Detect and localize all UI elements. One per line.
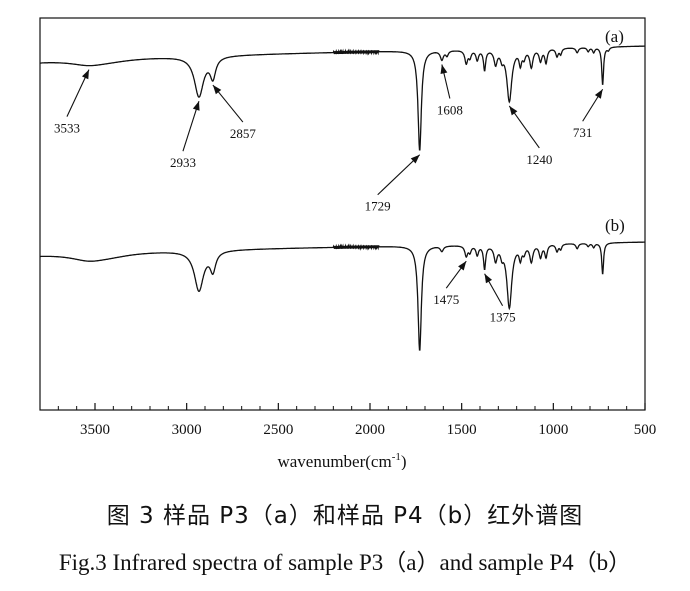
x-axis-label-main: wavenumber(cm xyxy=(277,452,391,470)
annotation-arrow-1729 xyxy=(377,154,421,196)
annotation-arrowhead-2857 xyxy=(212,85,222,95)
x-axis-label: wavenumber(cm-1) xyxy=(277,451,406,470)
x-tick-label-1500: 1500 xyxy=(447,422,477,438)
series-label-b: (b) xyxy=(605,216,625,235)
figure-caption-chinese: 图 3 样品 P3（a）和样品 P4（b）红外谱图 xyxy=(106,503,584,529)
x-tick-label-3500: 3500 xyxy=(80,422,110,438)
annotation-arrowhead-731 xyxy=(594,89,603,99)
x-tick-label-500: 500 xyxy=(634,422,657,438)
x-tick-label-1000: 1000 xyxy=(538,422,568,438)
annotation-label-1729: 1729 xyxy=(365,199,391,214)
annotation-label-1608: 1608 xyxy=(437,102,463,117)
x-tick-label-2000: 2000 xyxy=(355,422,385,438)
annotation-arrowhead-1608 xyxy=(440,64,448,75)
annotation-label-1475: 1475 xyxy=(433,292,459,307)
x-tick-label-3000: 3000 xyxy=(172,422,202,438)
annotation-label-1375: 1375 xyxy=(490,310,516,325)
plot-frame xyxy=(39,17,646,411)
figure-caption-english: Fig.3 Infrared spectra of sample P3（a）an… xyxy=(58,550,632,575)
spectrum-line-a xyxy=(39,45,645,151)
x-axis-label-sup: -1 xyxy=(392,451,401,463)
series-label-a: (a) xyxy=(605,27,624,46)
annotation-arrowhead-1475 xyxy=(458,261,467,271)
annotation-label-731: 731 xyxy=(573,125,593,140)
annotation-label-3533: 3533 xyxy=(54,121,80,136)
spectrum-line-b xyxy=(40,241,645,351)
x-axis-ticks: 3500 3000 2500 2000 1500 1000 500 xyxy=(39,403,657,438)
x-axis-label-close: ) xyxy=(401,452,407,470)
x-tick-label-2500: 2500 xyxy=(263,422,293,438)
annotation-arrowhead-2933 xyxy=(192,101,200,111)
annotation-arrowhead-3533 xyxy=(81,69,89,80)
annotation-label-2857: 2857 xyxy=(230,126,257,141)
peak-annotations: 3533 2933 2857 1729 1608 1240 731 1475 1375 xyxy=(54,64,604,325)
ir-spectra-chart: (a) (b) 3533 2933 2857 1729 1608 1240 731 1475 1… xyxy=(39,17,657,470)
annotation-arrowhead-1375 xyxy=(484,273,493,284)
annotation-label-1240: 1240 xyxy=(526,152,552,167)
annotation-arrowhead-1729 xyxy=(410,154,420,164)
annotation-arrowhead-1240 xyxy=(509,105,518,116)
annotation-label-2933: 2933 xyxy=(170,155,196,170)
